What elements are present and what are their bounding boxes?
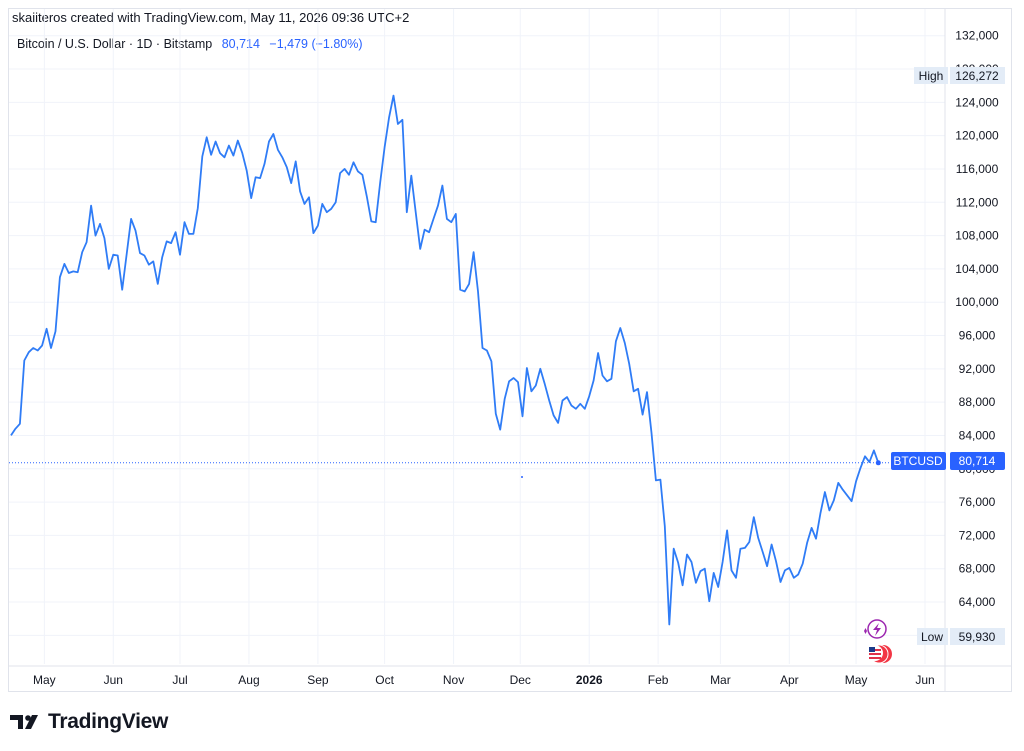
last-point (875, 460, 881, 466)
y-tick-label: 68,000 (959, 562, 996, 576)
low-value: 59,930 (959, 630, 996, 644)
x-tick-label: Dec (510, 673, 531, 687)
y-tick-label: 124,000 (955, 95, 999, 109)
y-tick-label: 76,000 (959, 495, 996, 509)
lightning-event-icon (864, 619, 887, 639)
tradingview-logo[interactable]: TradingView (10, 710, 168, 734)
price-axis: 132,000128,000124,000120,000116,000112,0… (955, 29, 999, 643)
x-tick-label: Apr (780, 673, 799, 687)
y-tick-label: 72,000 (959, 528, 996, 542)
x-tick-label: Feb (648, 673, 669, 687)
stray-point (521, 476, 523, 478)
chart-frame (8, 8, 1012, 692)
tradingview-logo-icon (10, 715, 38, 729)
high-label: High (919, 69, 944, 83)
symbol-legend[interactable]: Bitcoin / U.S. Dollar · 1D · Bitstamp 80… (17, 37, 363, 51)
x-tick-label: Mar (710, 673, 731, 687)
x-tick-label: Jun (104, 673, 123, 687)
y-tick-label: 64,000 (959, 595, 996, 609)
x-tick-label: May (845, 673, 868, 687)
x-tick-label: May (33, 673, 56, 687)
y-tick-label: 84,000 (959, 428, 996, 442)
series-line (10, 94, 880, 626)
y-tick-label: 132,000 (955, 29, 999, 43)
logo-text: TradingView (48, 710, 169, 733)
y-tick-label: 108,000 (955, 229, 999, 243)
low-label: Low (921, 630, 943, 644)
attribution-text: skaiiteros created with TradingView.com,… (12, 10, 410, 25)
symbol-title: Bitcoin / U.S. Dollar · 1D · Bitstamp (17, 37, 213, 51)
current-symbol: BTCUSD (893, 454, 943, 468)
x-tick-label: Jul (172, 673, 187, 687)
current-value: 80,714 (959, 454, 996, 468)
y-tick-label: 88,000 (959, 395, 996, 409)
y-tick-label: 116,000 (956, 162, 999, 176)
y-tick-label: 120,000 (955, 129, 999, 143)
x-tick-label: Aug (238, 673, 259, 687)
y-tick-label: 104,000 (955, 262, 999, 276)
current-price-badge: BTCUSD 80,714 (891, 452, 1005, 470)
price-change: −1,479 (−1.80%) (269, 37, 363, 51)
chart-grid (9, 9, 1011, 691)
y-tick-label: 112,000 (956, 195, 999, 209)
us-flag-event-icon (867, 644, 892, 664)
last-value: 80,714 (221, 37, 260, 51)
low-marker: Low 59,930 (917, 628, 1005, 645)
time-axis: May Jun Jul Aug Sep Oct Nov Dec 2026 Feb Mar Apr May… (33, 673, 935, 687)
x-tick-label: 2026 (576, 673, 603, 687)
y-tick-label: 92,000 (959, 362, 996, 376)
x-tick-label: Sep (307, 673, 329, 687)
x-tick-label: Oct (375, 673, 394, 687)
high-marker: High 126,272 (914, 67, 1005, 84)
y-tick-label: 100,000 (955, 295, 999, 309)
high-value: 126,272 (955, 69, 999, 83)
x-tick-label: Nov (443, 673, 464, 687)
y-tick-label: 96,000 (959, 329, 996, 343)
x-tick-label: Jun (915, 673, 934, 687)
